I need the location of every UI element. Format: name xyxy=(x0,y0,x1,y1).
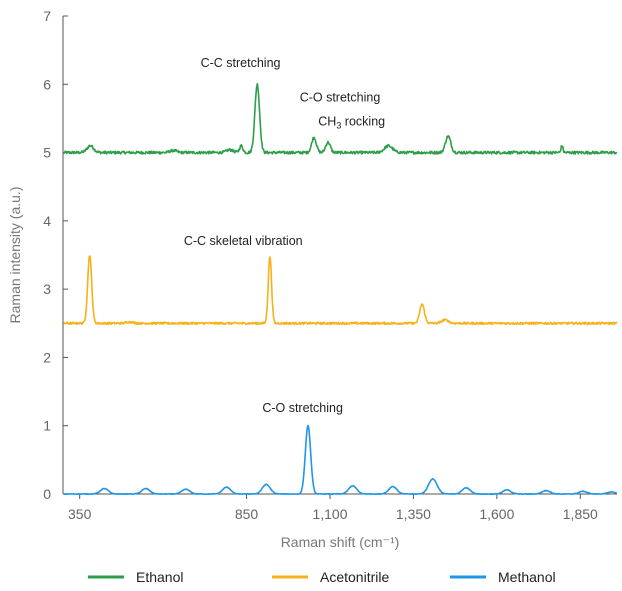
series-line-ethanol xyxy=(62,82,618,155)
annotation-text: C-O stretching xyxy=(262,401,343,415)
peak-annotation: C-O stretching xyxy=(262,401,343,415)
y-tick-label: 4 xyxy=(43,213,51,229)
y-tick-label: 1 xyxy=(43,418,51,434)
x-tick-label: 1,600 xyxy=(479,506,514,522)
legend-label: Acetonitrile xyxy=(320,569,389,585)
axes-layer: 0 1 2 3 4 5 6 7 350 850 1,100 1,350 1,600 1,850 Raman … xyxy=(7,8,617,550)
x-axis-title: Raman shift (cm⁻¹) xyxy=(281,534,400,550)
y-tick-label: 6 xyxy=(43,76,51,92)
annotation-subscript: 3 xyxy=(336,120,341,130)
legend-label: Methanol xyxy=(498,569,556,585)
y-tick-label: 0 xyxy=(43,486,51,502)
peak-annotation: C-O stretching xyxy=(300,90,381,104)
y-axis-title: Raman intensity (a.u.) xyxy=(7,187,23,324)
x-tick-label: 1,850 xyxy=(563,506,598,522)
y-tick-label: 5 xyxy=(43,145,51,161)
legend-label: Ethanol xyxy=(136,569,183,585)
x-tick-label: 350 xyxy=(68,506,92,522)
annotation-suffix: rocking xyxy=(341,114,385,128)
y-tick-label: 3 xyxy=(43,281,51,297)
annotation-text: CH xyxy=(318,114,336,128)
x-tick-label: 850 xyxy=(235,506,259,522)
annotation-text: C-C stretching xyxy=(201,56,281,70)
series-line-methanol xyxy=(63,424,618,496)
legend-item-acetonitrile: Acetonitrile xyxy=(272,569,389,585)
x-tick-label: 1,100 xyxy=(312,506,347,522)
peak-annotation: C-C stretching xyxy=(201,56,281,70)
annotation-text: C-C skeletal vibration xyxy=(184,234,303,248)
peak-annotation: CH3 rocking xyxy=(318,114,385,130)
series-line-acetonitrile xyxy=(63,255,618,326)
y-tick-label: 2 xyxy=(43,349,51,365)
series-layer xyxy=(62,82,618,496)
legend: Ethanol Acetonitrile Methanol xyxy=(88,569,556,585)
peak-annotation: C-C skeletal vibration xyxy=(184,234,303,248)
annotation-text: C-O stretching xyxy=(300,90,381,104)
legend-item-ethanol: Ethanol xyxy=(88,569,183,585)
y-tick-label: 7 xyxy=(43,8,51,24)
x-tick-label: 1,350 xyxy=(396,506,431,522)
legend-item-methanol: Methanol xyxy=(450,569,556,585)
